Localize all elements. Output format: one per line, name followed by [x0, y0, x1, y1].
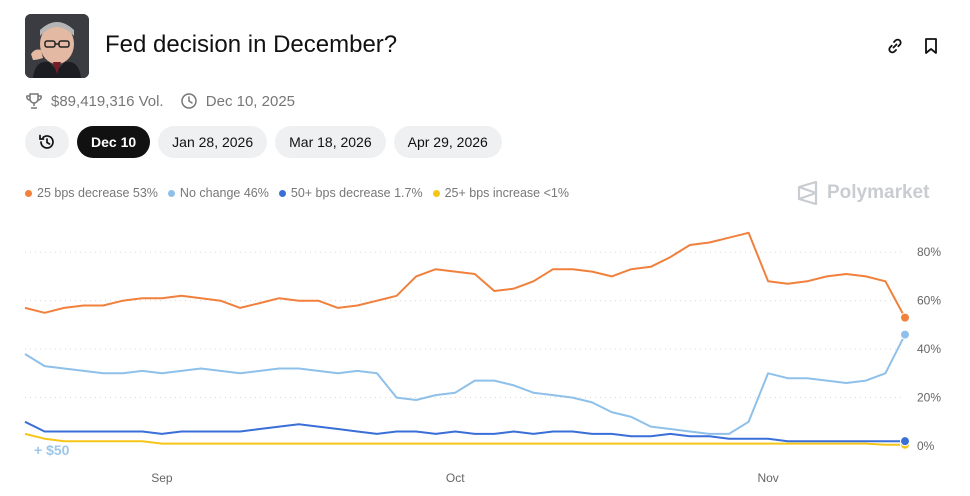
y-tick-label: 40%: [917, 342, 941, 356]
portrait-image: [25, 14, 89, 78]
x-axis-ticks: Sep Oct Nov: [151, 471, 779, 485]
end-date-stat: Dec 10, 2025: [180, 92, 295, 110]
volume-stat: $89,419,316 Vol.: [25, 92, 164, 110]
tab-jan-28-2026[interactable]: Jan 28, 2026: [158, 126, 268, 158]
legend-label: 50+ bps decrease 1.7%: [290, 186, 423, 200]
tab-dec-10[interactable]: Dec 10: [77, 126, 151, 158]
link-icon[interactable]: [885, 36, 905, 56]
end-date-text: Dec 10, 2025: [205, 92, 296, 110]
y-tick-label: 0%: [917, 439, 935, 453]
legend-dot: [432, 189, 440, 197]
legend-label: 25 bps decrease 53%: [37, 186, 158, 200]
series-line-25-bps-decrease: [24, 231, 906, 319]
brand-name: Polymarket: [827, 182, 930, 203]
series-endpoint: [900, 329, 910, 340]
y-tick-label: 60%: [917, 294, 941, 308]
legend-label: No change 46%: [179, 186, 269, 200]
series-endpoint: [900, 436, 910, 447]
market-title: Fed decision in December?: [105, 31, 398, 58]
legend-label: 25+ bps increase <1%: [444, 186, 569, 200]
bet-amount-label: + $50: [34, 442, 70, 458]
legend-entry: 25 bps decrease 53%: [25, 186, 158, 200]
polymarket-logo-icon: [797, 181, 818, 205]
clock-icon: [181, 93, 197, 109]
chart-grid: [25, 251, 905, 399]
x-tick-label: Sep: [151, 471, 173, 485]
chart-series: [24, 231, 910, 450]
legend-entry: No change 46%: [167, 186, 269, 200]
legend-dot: [25, 189, 32, 197]
legend-entry: 50+ bps decrease 1.7%: [278, 186, 423, 200]
legend-entry: 25+ bps increase <1%: [432, 186, 569, 200]
x-tick-label: Nov: [757, 471, 778, 485]
market-header: Fed decision in December?: [25, 14, 945, 78]
chart-legend: 25 bps decrease 53% No change 46% 50+ bp…: [25, 186, 569, 200]
y-tick-label: 20%: [917, 391, 941, 405]
series-line-25-bps-increase: [24, 432, 905, 446]
series-endpoint: [900, 312, 910, 323]
bookmark-icon[interactable]: [921, 36, 941, 56]
volume-text: $89,419,316 Vol.: [51, 92, 164, 110]
polymarket-watermark: Polymarket: [797, 181, 929, 205]
history-icon: [39, 134, 54, 149]
x-tick-label: Oct: [446, 471, 465, 485]
series-line-no-change: [24, 334, 906, 435]
date-tabs: Dec 10 Jan 28, 2026 Mar 18, 2026 Apr 29,…: [25, 126, 502, 158]
y-tick-label: 80%: [917, 245, 941, 259]
market-meta: $89,419,316 Vol. Dec 10, 2025: [25, 92, 307, 114]
y-axis-ticks: 80% 60% 40% 20% 0%: [917, 245, 941, 453]
trophy-icon: [26, 93, 42, 109]
legend-dot: [278, 189, 286, 197]
tab-apr-29-2026[interactable]: Apr 29, 2026: [393, 126, 502, 158]
tab-mar-18-2026[interactable]: Mar 18, 2026: [275, 126, 386, 158]
legend-dot: [167, 189, 175, 197]
market-avatar: [25, 14, 89, 78]
series-line-50-bps-decrease: [24, 420, 905, 443]
history-tab[interactable]: [25, 126, 69, 158]
probability-chart[interactable]: 80% 60% 40% 20% 0% Sep Oct Nov + $50: [0, 210, 970, 496]
